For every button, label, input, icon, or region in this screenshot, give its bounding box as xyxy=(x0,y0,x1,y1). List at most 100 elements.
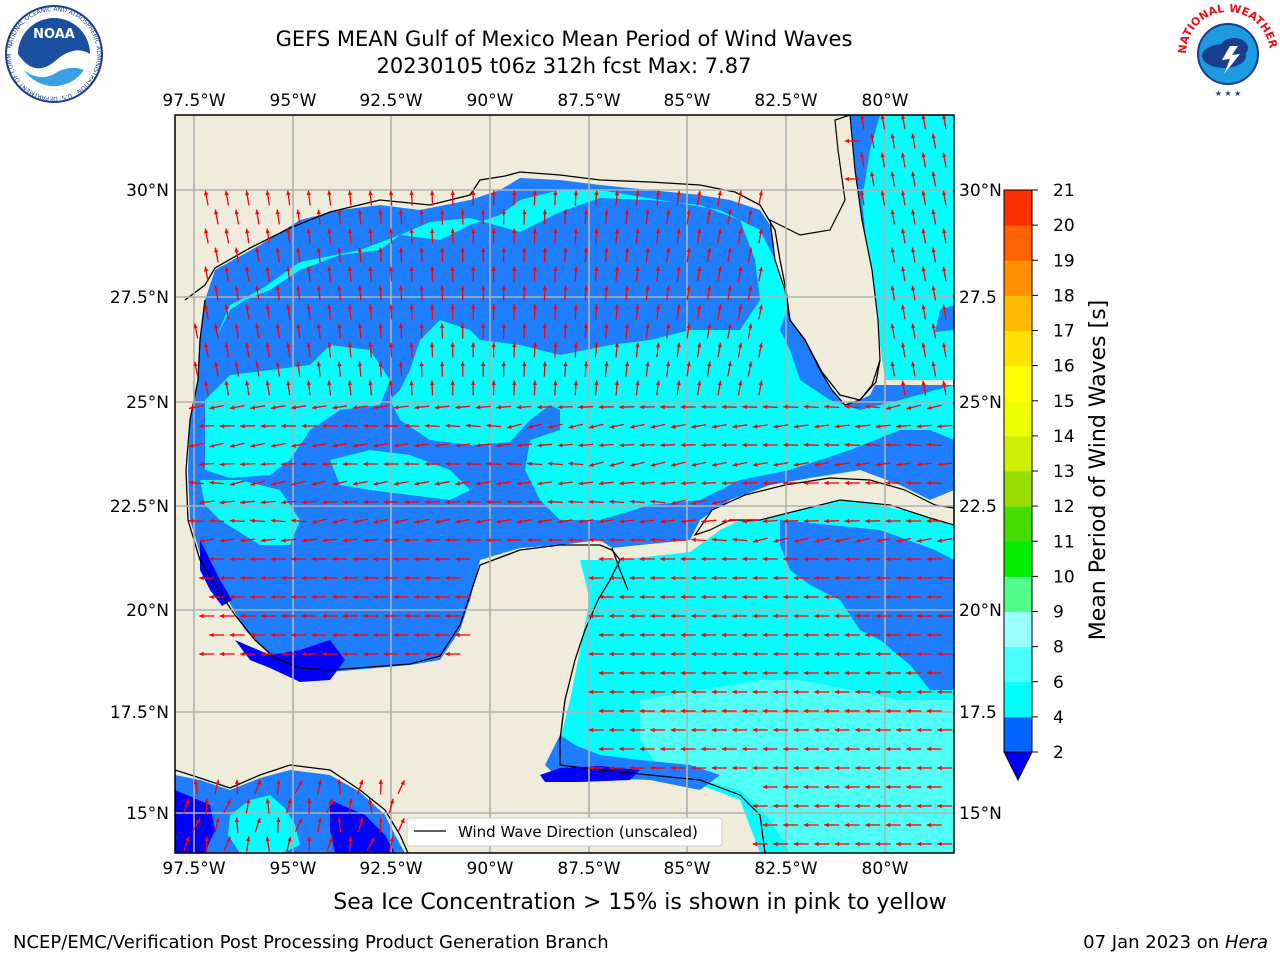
wave-direction-arrowhead xyxy=(265,798,270,804)
wave-direction-arrowhead xyxy=(885,442,891,447)
wave-direction-arrowhead xyxy=(803,480,809,486)
wave-direction-arrowhead xyxy=(342,500,348,505)
wave-direction-arrowhead xyxy=(547,461,553,466)
wave-direction-arrowhead xyxy=(460,285,465,290)
gulf-cyan-center xyxy=(330,450,470,500)
wave-direction-arrowhead xyxy=(516,519,522,524)
wave-direction-arrowhead xyxy=(645,361,650,367)
legend-label: Wind Wave Direction (unscaled) xyxy=(458,823,698,841)
wave-direction-arrowhead xyxy=(931,209,936,215)
wave-direction-arrowhead xyxy=(522,323,527,329)
wave-direction-arrowhead xyxy=(824,784,829,790)
wave-direction-arrowhead xyxy=(686,209,691,215)
wave-direction-arrowhead xyxy=(240,462,245,467)
wave-direction-arrowhead xyxy=(311,405,317,410)
wave-direction-arrowhead xyxy=(291,632,296,638)
wave-direction-arrowhead xyxy=(635,266,640,272)
colorbar-segment xyxy=(1004,506,1032,542)
wave-direction-arrowhead xyxy=(532,228,537,234)
wave-direction-arrowhead xyxy=(885,556,891,562)
wave-direction-arrowhead xyxy=(901,152,906,158)
wave-direction-arrowhead xyxy=(680,670,686,676)
wave-direction-arrowhead xyxy=(875,575,881,581)
wave-direction-arrowhead xyxy=(516,443,522,448)
wave-direction-arrowhead xyxy=(327,380,332,386)
wave-direction-arrowhead xyxy=(727,285,732,291)
wave-direction-arrowhead xyxy=(762,708,768,714)
wave-direction-arrowhead xyxy=(697,228,702,234)
wave-direction-arrowhead xyxy=(609,462,615,467)
wave-direction-arrowhead xyxy=(501,285,506,290)
wave-direction-arrowhead xyxy=(199,423,204,429)
wave-direction-arrowhead xyxy=(370,837,375,843)
wave-direction-arrowhead xyxy=(890,361,895,367)
wave-direction-arrowhead xyxy=(598,708,604,714)
wave-direction-arrowhead xyxy=(404,538,409,543)
wave-direction-arrowhead xyxy=(553,342,558,348)
wave-direction-arrowhead xyxy=(665,247,671,253)
wave-direction-arrowhead xyxy=(342,423,348,429)
wave-direction-arrowhead xyxy=(373,405,378,410)
wave-direction-arrowhead xyxy=(926,708,932,714)
wave-direction-arrowhead xyxy=(680,442,686,448)
wave-direction-arrowhead xyxy=(522,247,527,253)
wave-direction-arrowhead xyxy=(512,342,517,348)
wave-direction-arrowhead xyxy=(645,247,650,253)
wave-direction-arrowhead xyxy=(311,632,317,638)
wave-direction-arrowhead xyxy=(680,404,686,410)
colorbar-tick-label: 20 xyxy=(1053,216,1075,236)
wave-direction-arrowhead xyxy=(639,594,645,600)
wave-direction-arrowhead xyxy=(563,247,568,253)
wave-direction-arrowhead xyxy=(404,651,409,657)
colorbar-segment xyxy=(1004,190,1032,226)
wave-direction-arrowhead xyxy=(373,556,378,562)
wave-direction-arrowhead xyxy=(870,171,875,177)
wave-direction-arrowhead xyxy=(583,209,589,215)
wave-direction-arrowhead xyxy=(311,481,317,486)
wave-direction-arrowhead xyxy=(532,380,537,386)
wave-direction-arrowhead xyxy=(214,247,219,253)
wave-direction-arrowhead xyxy=(491,342,496,347)
wave-direction-arrowhead xyxy=(445,651,450,657)
wave-direction-arrowhead xyxy=(434,481,440,486)
wave-direction-arrowhead xyxy=(865,480,870,486)
wave-direction-arrowhead xyxy=(542,285,547,291)
wave-direction-arrowhead xyxy=(301,538,307,543)
wave-direction-arrowhead xyxy=(758,342,763,348)
wave-direction-arrowhead xyxy=(875,765,881,771)
wave-direction-arrowhead xyxy=(773,462,779,467)
wave-direction-arrowhead xyxy=(516,405,522,410)
wave-direction-arrowhead xyxy=(670,424,676,429)
wave-direction-arrowhead xyxy=(414,594,419,600)
caribbean-low-coast xyxy=(540,766,640,782)
wave-direction-arrowhead xyxy=(553,190,558,196)
lat-label: 15°N xyxy=(126,804,169,824)
pacific-low xyxy=(175,790,215,853)
wave-direction-arrowhead xyxy=(398,209,404,215)
wave-direction-arrowhead xyxy=(697,266,702,272)
wave-direction-arrowhead xyxy=(532,342,537,348)
wave-direction-arrowhead xyxy=(583,361,589,367)
wave-direction-arrowhead xyxy=(393,594,399,600)
wave-direction-arrowhead xyxy=(588,537,594,543)
wave-direction-arrowhead xyxy=(885,632,891,638)
wave-direction-arrowhead xyxy=(188,405,194,410)
wave-direction-arrowhead xyxy=(609,689,614,695)
wave-direction-arrowhead xyxy=(758,228,763,234)
wave-direction-arrowhead xyxy=(762,404,768,410)
wave-direction-arrowhead xyxy=(793,841,799,847)
wave-direction-arrowhead xyxy=(865,746,870,752)
wave-direction-arrowhead xyxy=(727,209,732,215)
wave-direction-arrowhead xyxy=(352,519,358,524)
wave-direction-arrowhead xyxy=(824,822,829,828)
wave-direction-arrowhead xyxy=(762,632,768,638)
wave-direction-arrowhead xyxy=(588,689,594,695)
wave-direction-arrowhead xyxy=(901,115,906,120)
wave-direction-arrowhead xyxy=(388,380,394,386)
lat-label: 17.5°N xyxy=(110,703,169,723)
lon-labels-bottom: 97.5°W 95°W 92.5°W 90°W 87.5°W 85°W 82.5… xyxy=(162,859,908,879)
wave-direction-arrowhead xyxy=(762,746,768,752)
wave-direction-arrowhead xyxy=(886,405,891,410)
wave-direction-arrowhead xyxy=(614,304,620,310)
wave-direction-arrowhead xyxy=(328,837,333,842)
